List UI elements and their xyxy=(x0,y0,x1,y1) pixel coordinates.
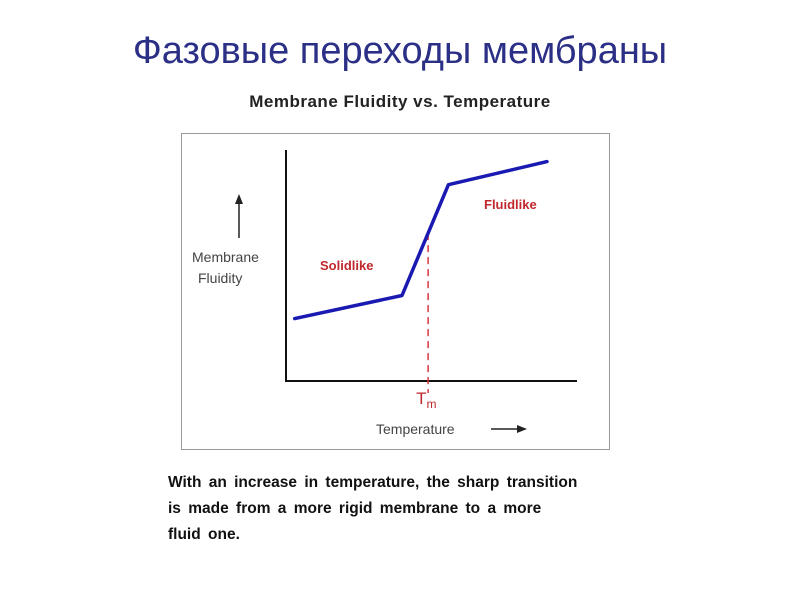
caption: With an increase in temperature, the sha… xyxy=(168,470,668,548)
y-label-line-1: Membrane xyxy=(192,249,259,265)
right-arrow-icon xyxy=(491,425,527,433)
up-arrow-icon xyxy=(235,194,243,238)
chart-frame xyxy=(181,133,610,450)
series-line-fluidity xyxy=(292,159,549,321)
region-label-fluidlike: Fluidlike xyxy=(484,197,537,212)
x-label: Temperature xyxy=(376,421,455,437)
tm-label-subscript: m xyxy=(426,397,436,411)
caption-line-1: With an increase in temperature, the sha… xyxy=(168,474,578,491)
tm-label-main: T xyxy=(416,389,426,408)
caption-line-3: fluid one. xyxy=(168,526,240,543)
caption-line-2: is made from a more rigid membrane to a … xyxy=(168,500,542,517)
slide-title: Фазовые переходы мембраны xyxy=(132,30,668,72)
region-label-solidlike: Solidlike xyxy=(320,258,373,273)
chart-title: Membrane Fluidity vs. Temperature xyxy=(249,92,551,111)
y-label-line-2: Fluidity xyxy=(198,270,242,286)
tm-label: Tm xyxy=(416,389,436,411)
